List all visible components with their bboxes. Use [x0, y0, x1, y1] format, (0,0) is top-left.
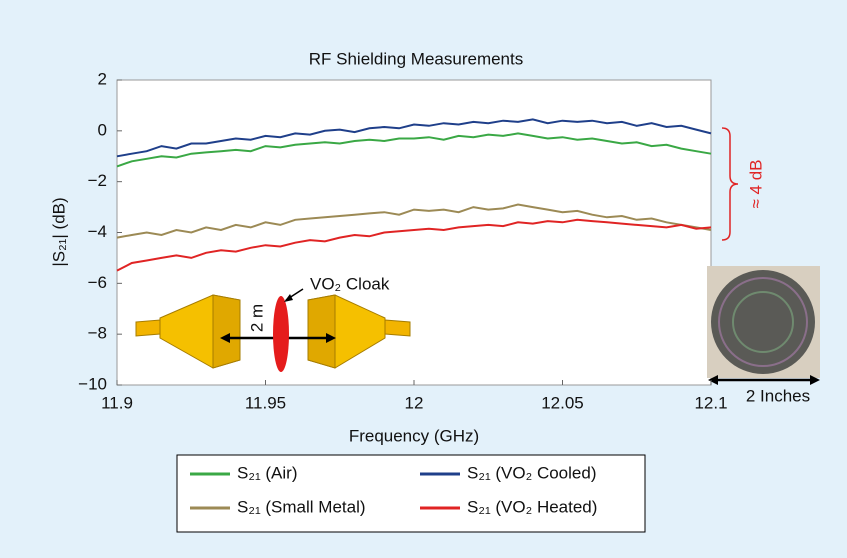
horn-diagram	[135, 288, 411, 372]
x-tick-label: 11.95	[245, 393, 286, 412]
series-line	[116, 132, 712, 168]
y-tick-label: 0	[98, 120, 107, 139]
y-axis-label: |S₂₁| (dB)	[49, 197, 68, 266]
brace	[721, 127, 739, 241]
series-line	[116, 218, 712, 272]
series-line	[116, 118, 712, 158]
annotation: ≈ 4 dB	[746, 159, 765, 208]
legend-label: S₂₁ (VO₂ Cooled)	[467, 463, 596, 482]
y-tick-label: −4	[88, 222, 107, 241]
y-tick-label: −2	[88, 171, 107, 190]
y-tick-label: −8	[88, 324, 107, 343]
x-axis-label: Frequency (GHz)	[349, 426, 479, 445]
y-tick-label: −10	[78, 374, 107, 393]
x-tick-label: 11.9	[101, 393, 133, 412]
legend-label: S₂₁ (Small Metal)	[237, 497, 366, 516]
x-tick-label: 12.1	[694, 393, 727, 412]
wafer-photo	[707, 266, 820, 385]
series-line	[116, 203, 712, 239]
annotation: 2 m	[247, 304, 266, 332]
chart-title: RF Shielding Measurements	[309, 49, 523, 68]
legend-label: S₂₁ (VO₂ Heated)	[467, 497, 597, 516]
y-tick-label: 2	[98, 69, 107, 88]
legend	[176, 454, 646, 533]
x-tick-label: 12.05	[541, 393, 584, 412]
legend-label: S₂₁ (Air)	[237, 463, 298, 482]
x-tick-label: 12	[405, 393, 424, 412]
y-tick-label: −6	[88, 273, 107, 292]
annotation: VO₂ Cloak	[310, 274, 390, 293]
annotation: 2 Inches	[746, 386, 810, 405]
